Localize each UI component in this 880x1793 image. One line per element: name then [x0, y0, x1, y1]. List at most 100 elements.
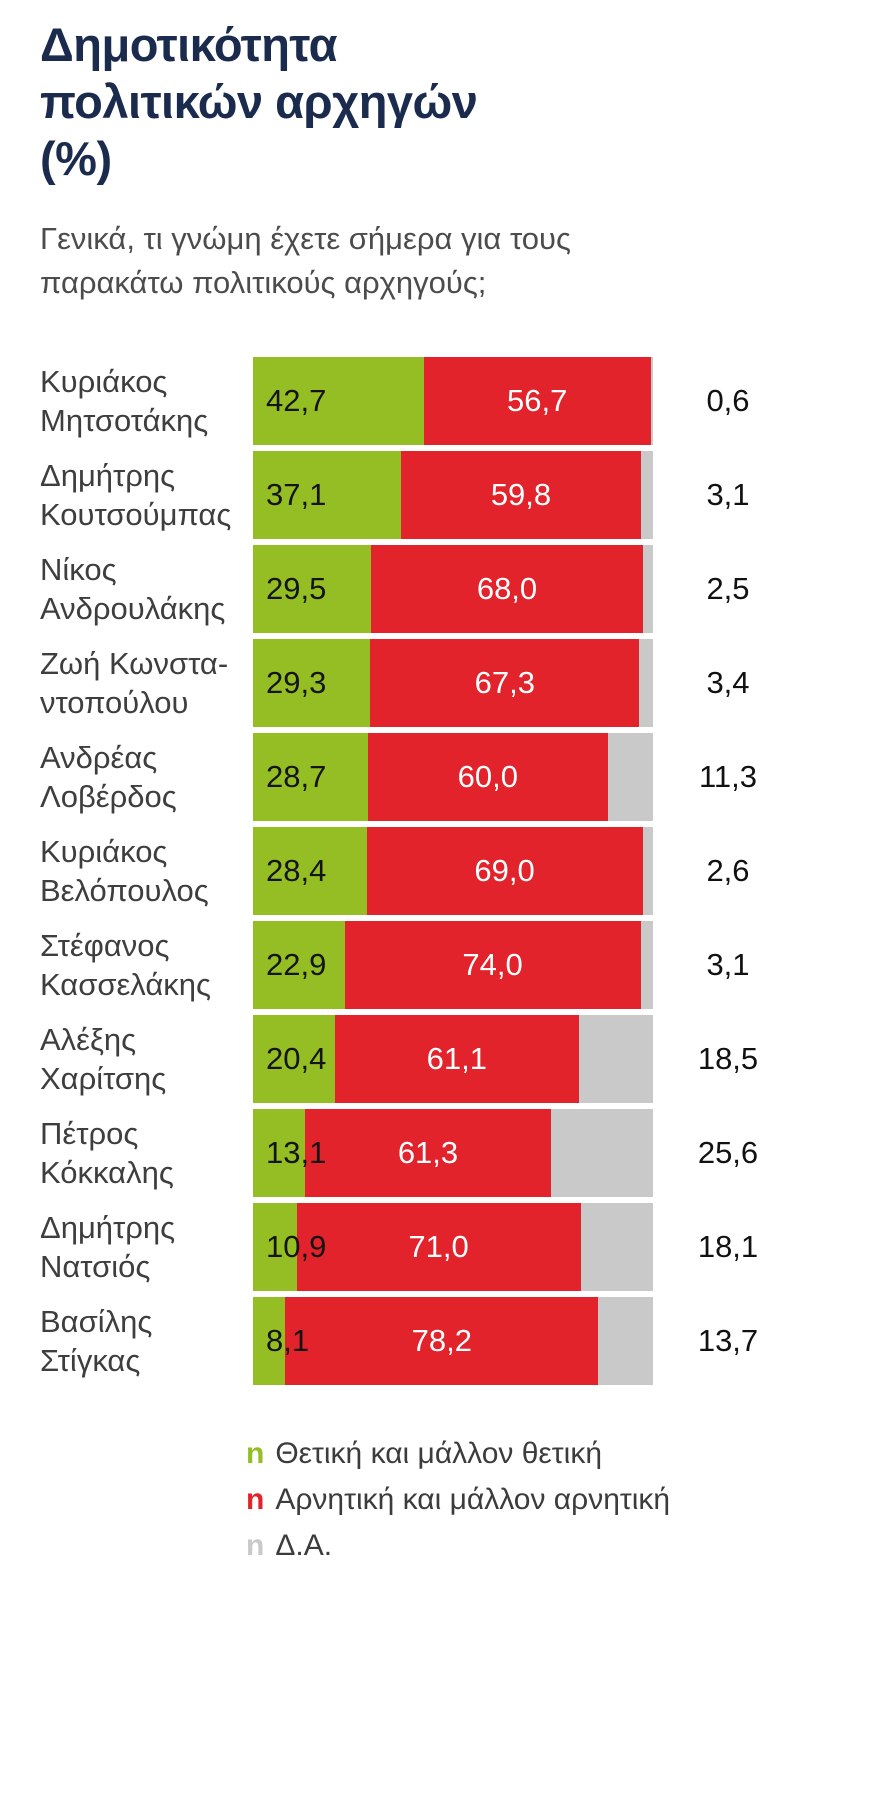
- politician-name: Κυριάκος Μητσοτάκης: [40, 362, 253, 440]
- politician-name-line2: Βελόπουλος: [40, 873, 209, 908]
- politician-name-line1: Βασίλης: [40, 1304, 153, 1339]
- politician-name-line2: Νατσιός: [40, 1249, 151, 1284]
- politician-name: Στέφανος Κασσελάκης: [40, 926, 253, 1004]
- legend-item: n Αρνητική και μάλλον αρνητική: [246, 1477, 880, 1523]
- positive-segment: [253, 921, 345, 1009]
- chart-rows: Κυριάκος Μητσοτάκης 42,7 56,7 0,6 Δημήτρ…: [40, 357, 880, 1385]
- na-segment: [643, 545, 653, 633]
- politician-name-line1: Ανδρέας: [40, 740, 158, 775]
- na-value-label: 2,5: [706, 571, 750, 606]
- legend-marker-icon: n: [246, 1437, 265, 1470]
- positive-segment: [253, 1203, 297, 1291]
- negative-value-label: 74,0: [462, 947, 523, 982]
- negative-segment: 68,0: [371, 545, 643, 633]
- negative-value-label: 71,0: [408, 1229, 469, 1264]
- politician-name-line1: Κυριάκος: [40, 834, 168, 869]
- negative-value-label: 56,7: [507, 383, 568, 418]
- politician-name-line1: Αλέξης: [40, 1022, 137, 1057]
- legend-marker-icon: n: [246, 1483, 265, 1516]
- politician-name-line1: Στέφανος: [40, 928, 170, 963]
- na-value-label: 3,1: [706, 947, 750, 982]
- positive-segment: [253, 1109, 306, 1197]
- positive-value-label: 28,4: [266, 853, 327, 888]
- legend-label: Δ.Α.: [275, 1529, 333, 1562]
- negative-value-label: 78,2: [411, 1323, 472, 1358]
- na-value-label: 11,3: [698, 759, 758, 794]
- stacked-bar-chart: Κυριάκος Μητσοτάκης 42,7 56,7 0,6 Δημήτρ…: [40, 357, 880, 1385]
- na-value-label: 0,6: [706, 383, 750, 418]
- negative-segment: 56,7: [423, 357, 651, 445]
- positive-segment: [253, 357, 424, 445]
- negative-value-label: 69,0: [474, 853, 535, 888]
- positive-segment: [253, 1015, 335, 1103]
- politician-name-line2: Λοβέρδος: [40, 779, 177, 814]
- politician-name-line2: Κασσελάκης: [40, 967, 211, 1002]
- bar-track: 10,9 71,0: [253, 1203, 653, 1291]
- positive-value-label: 42,7: [266, 383, 327, 418]
- page-title-line: (%): [40, 132, 112, 185]
- na-segment: [598, 1297, 653, 1385]
- negative-value-label: 61,3: [397, 1135, 459, 1170]
- legend-label: Αρνητική και μάλλον αρνητική: [275, 1483, 671, 1516]
- chart-row: Δημήτρης Νατσιός 10,9 71,0 18,1: [40, 1203, 880, 1291]
- legend: n Θετική και μάλλον θετική n Αρνητική κα…: [40, 1431, 880, 1569]
- chart-row: Πέτρος Κόκκαλης 13,1 61,3 25,6: [40, 1109, 880, 1197]
- chart-row: Δημήτρης Κουτσούμπας 37,1 59,8 3,1: [40, 451, 880, 539]
- legend-label: Θετική και μάλλον θετική: [275, 1437, 603, 1470]
- na-segment: [580, 1203, 653, 1291]
- na-segment: [640, 451, 653, 539]
- na-value-label: 18,5: [697, 1041, 759, 1076]
- bar-track: 13,1 61,3: [253, 1109, 653, 1197]
- legend-marker-icon: n: [246, 1529, 265, 1562]
- politician-name-line2: Χαρίτσης: [40, 1061, 167, 1096]
- politician-name: Ζωή Κωνστα- ντοπούλου: [40, 644, 253, 722]
- negative-segment: 74,0: [344, 921, 641, 1009]
- page: Δημοτικότητα πολιτικών αρχηγών (%) Γενικ…: [40, 18, 880, 1569]
- politician-name: Δημήτρης Κουτσούμπας: [40, 456, 253, 534]
- positive-value-label: 22,9: [266, 947, 327, 982]
- na-segment: [640, 921, 653, 1009]
- legend-item: n Δ.Α.: [246, 1523, 880, 1569]
- bar-track: 29,3 67,3: [253, 639, 653, 727]
- negative-value-label: 68,0: [476, 571, 538, 606]
- chart-row: Κυριάκος Μητσοτάκης 42,7 56,7 0,6: [40, 357, 880, 445]
- chart-row: Ζωή Κωνστα- ντοπούλου 29,3 67,3 3,4: [40, 639, 880, 727]
- na-value-label: 2,6: [706, 853, 750, 888]
- negative-segment: 61,3: [305, 1109, 551, 1197]
- positive-segment: [253, 827, 367, 915]
- na-value-label: 3,4: [706, 665, 750, 700]
- bar-track: 20,4 61,1: [253, 1015, 653, 1103]
- negative-segment: 67,3: [370, 639, 640, 727]
- negative-segment: 71,0: [296, 1203, 581, 1291]
- page-title-line: πολιτικών αρχηγών: [40, 75, 478, 128]
- politician-name-line2: Στίγκας: [40, 1343, 141, 1378]
- chart-subtitle-line: παρακάτω πολιτικούς αρχηγούς;: [40, 265, 487, 300]
- positive-segment: [253, 451, 402, 539]
- page-title-line: Δημοτικότητα: [40, 18, 337, 71]
- negative-value-label: 67,3: [474, 665, 535, 700]
- na-segment: [607, 733, 653, 821]
- positive-value-label: 8,1: [266, 1323, 310, 1358]
- positive-segment: [253, 1297, 286, 1385]
- politician-name-line2: ντοπούλου: [40, 685, 189, 720]
- politician-name: Νίκος Ανδρουλάκης: [40, 550, 253, 628]
- positive-value-label: 10,9: [266, 1229, 327, 1264]
- politician-name-line2: Κουτσούμπας: [40, 497, 232, 532]
- positive-value-label: 29,5: [266, 571, 327, 606]
- chart-row: Αλέξης Χαρίτσης 20,4 61,1 18,5: [40, 1015, 880, 1103]
- chart-row: Ανδρέας Λοβέρδος 28,7 60,0 11,3: [40, 733, 880, 821]
- politician-name-line1: Δημήτρης: [40, 1210, 176, 1245]
- positive-value-label: 28,7: [266, 759, 327, 794]
- bar-track: 42,7 56,7: [253, 357, 653, 445]
- na-value-label: 18,1: [697, 1229, 759, 1264]
- chart-row: Βασίλης Στίγκας 8,1 78,2 13,7: [40, 1297, 880, 1385]
- politician-name: Ανδρέας Λοβέρδος: [40, 738, 253, 816]
- negative-segment: 78,2: [285, 1297, 599, 1385]
- positive-value-label: 13,1: [266, 1135, 327, 1170]
- politician-name-line1: Πέτρος: [40, 1116, 139, 1151]
- bar-track: 22,9 74,0: [253, 921, 653, 1009]
- positive-value-label: 29,3: [266, 665, 327, 700]
- chart-subtitle: Γενικά, τι γνώμη έχετε σήμερα για τους π…: [40, 217, 880, 305]
- positive-segment: [253, 733, 368, 821]
- bar-track: 28,4 69,0: [253, 827, 653, 915]
